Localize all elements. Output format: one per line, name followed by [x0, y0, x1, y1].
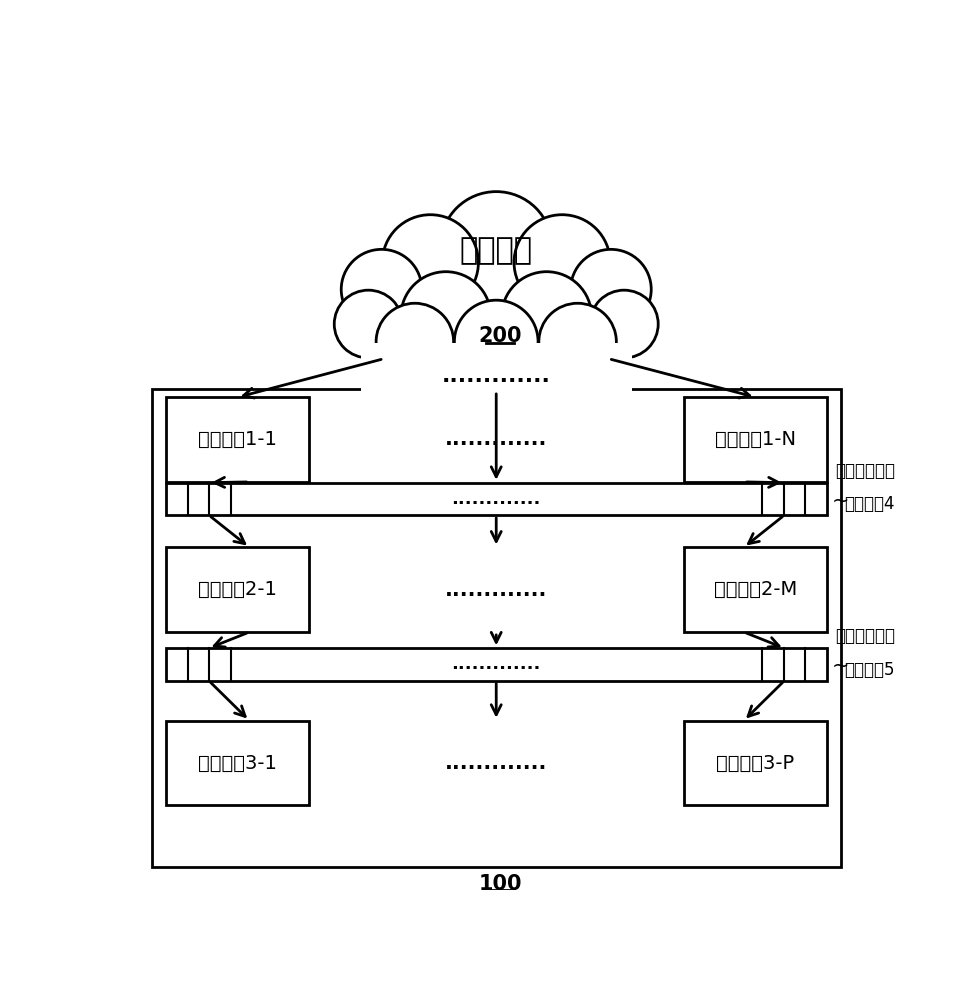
Bar [166, 397, 309, 482]
Text: 第二消息队列: 第二消息队列 [835, 627, 895, 645]
Circle shape [383, 215, 479, 310]
Text: （集群）4: （集群）4 [844, 495, 894, 513]
Text: ~: ~ [831, 490, 849, 510]
Text: 采集模其1-1: 采集模其1-1 [199, 430, 277, 449]
Bar [166, 483, 828, 515]
Text: （集群）5: （集群）5 [844, 661, 894, 679]
Text: .............: ............. [445, 753, 547, 773]
Circle shape [441, 192, 552, 302]
Circle shape [502, 272, 591, 361]
Text: 采集模其1-N: 采集模其1-N [715, 430, 796, 449]
Text: .............: ............. [452, 655, 541, 673]
Circle shape [401, 272, 491, 361]
Text: 100: 100 [479, 874, 522, 894]
Circle shape [334, 290, 402, 358]
Bar [684, 721, 828, 805]
Circle shape [401, 272, 491, 361]
Text: .............: ............. [452, 490, 541, 508]
Circle shape [590, 290, 658, 358]
Circle shape [383, 215, 479, 310]
Circle shape [502, 272, 591, 361]
Text: 通知模其3-P: 通知模其3-P [716, 753, 795, 772]
Text: .............: ............. [445, 429, 547, 449]
Text: 200: 200 [479, 326, 522, 346]
Circle shape [590, 290, 658, 358]
Text: 网络集群: 网络集群 [459, 236, 533, 265]
Circle shape [571, 249, 651, 329]
Text: ~: ~ [831, 656, 849, 676]
Circle shape [441, 192, 552, 302]
Text: 通知模其3-1: 通知模其3-1 [199, 753, 277, 772]
Circle shape [376, 303, 453, 380]
Text: .............: ............. [445, 580, 547, 600]
Text: 过滤模其2-1: 过滤模其2-1 [199, 580, 277, 599]
Text: 第一消息队列: 第一消息队列 [835, 462, 895, 480]
Circle shape [514, 215, 610, 310]
Bar [166, 648, 828, 681]
Bar [166, 721, 309, 805]
Circle shape [539, 303, 616, 380]
Text: .............: ............. [442, 366, 550, 386]
Circle shape [376, 303, 453, 380]
Circle shape [334, 290, 402, 358]
Circle shape [539, 303, 616, 380]
Circle shape [341, 249, 422, 329]
Bar [166, 547, 309, 632]
Circle shape [571, 249, 651, 329]
Bar [684, 547, 828, 632]
Bar [360, 343, 632, 393]
Circle shape [454, 300, 538, 383]
Text: 过滤模其2-M: 过滤模其2-M [714, 580, 797, 599]
Circle shape [454, 300, 538, 383]
Circle shape [341, 249, 422, 329]
Bar [152, 389, 841, 867]
Circle shape [514, 215, 610, 310]
Bar [684, 397, 828, 482]
